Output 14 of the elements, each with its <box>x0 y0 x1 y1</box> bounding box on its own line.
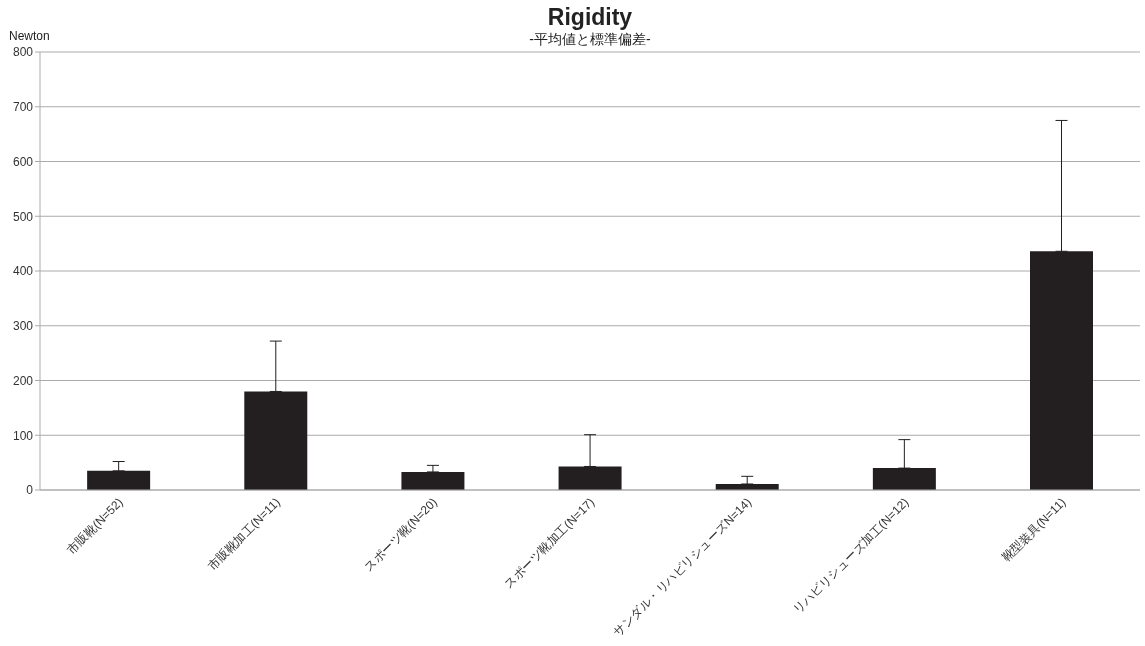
y-tick-label: 0 <box>26 483 34 498</box>
y-axis-title: Newton <box>9 29 50 43</box>
y-tick-label: 200 <box>12 373 34 388</box>
y-tick-label: 500 <box>12 209 34 224</box>
bar <box>872 468 936 490</box>
y-tick-label: 800 <box>12 45 34 60</box>
y-tick-label: 600 <box>12 154 34 169</box>
chart-title: Rigidity <box>546 4 634 30</box>
y-tick-label: 700 <box>12 100 34 115</box>
y-tick-label: 400 <box>12 264 34 279</box>
chart-subtitle: -平均値と標準偏差- <box>528 30 652 48</box>
y-tick-label: 100 <box>12 428 34 443</box>
bar <box>401 471 465 490</box>
y-tick-label: 300 <box>12 319 34 334</box>
